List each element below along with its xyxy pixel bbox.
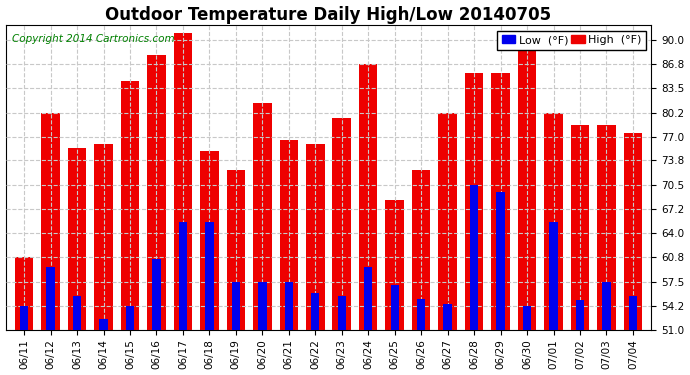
Bar [364, 267, 373, 375]
Bar [152, 259, 161, 375]
Bar [14, 257, 33, 375]
Bar [232, 282, 240, 375]
Bar [311, 292, 319, 375]
Bar [438, 113, 457, 375]
Bar [444, 304, 452, 375]
Bar [99, 319, 108, 375]
Bar [200, 152, 219, 375]
Bar [412, 170, 431, 375]
Bar [544, 113, 563, 375]
Bar [174, 33, 193, 375]
Bar [491, 74, 510, 375]
Title: Outdoor Temperature Daily High/Low 20140705: Outdoor Temperature Daily High/Low 20140… [106, 6, 551, 24]
Bar [306, 144, 324, 375]
Bar [523, 306, 531, 375]
Bar [253, 103, 272, 375]
Bar [147, 55, 166, 375]
Bar [121, 81, 139, 375]
Bar [602, 282, 611, 375]
Bar [179, 222, 187, 375]
Legend: Low  (°F), High  (°F): Low (°F), High (°F) [497, 31, 646, 50]
Bar [73, 296, 81, 375]
Bar [598, 126, 615, 375]
Bar [470, 185, 478, 375]
Bar [205, 222, 214, 375]
Bar [46, 267, 55, 375]
Bar [518, 47, 536, 375]
Bar [258, 282, 266, 375]
Bar [285, 282, 293, 375]
Bar [359, 64, 377, 375]
Bar [576, 300, 584, 375]
Bar [126, 306, 134, 375]
Bar [20, 306, 28, 375]
Bar [496, 192, 505, 375]
Bar [95, 144, 112, 375]
Bar [337, 296, 346, 375]
Bar [549, 222, 558, 375]
Bar [571, 126, 589, 375]
Bar [417, 298, 425, 375]
Bar [391, 285, 399, 375]
Bar [465, 74, 484, 375]
Bar [226, 170, 245, 375]
Bar [41, 113, 60, 375]
Text: Copyright 2014 Cartronics.com: Copyright 2014 Cartronics.com [12, 34, 175, 44]
Bar [333, 118, 351, 375]
Bar [624, 133, 642, 375]
Bar [279, 140, 298, 375]
Bar [68, 148, 86, 375]
Bar [386, 200, 404, 375]
Bar [629, 296, 637, 375]
